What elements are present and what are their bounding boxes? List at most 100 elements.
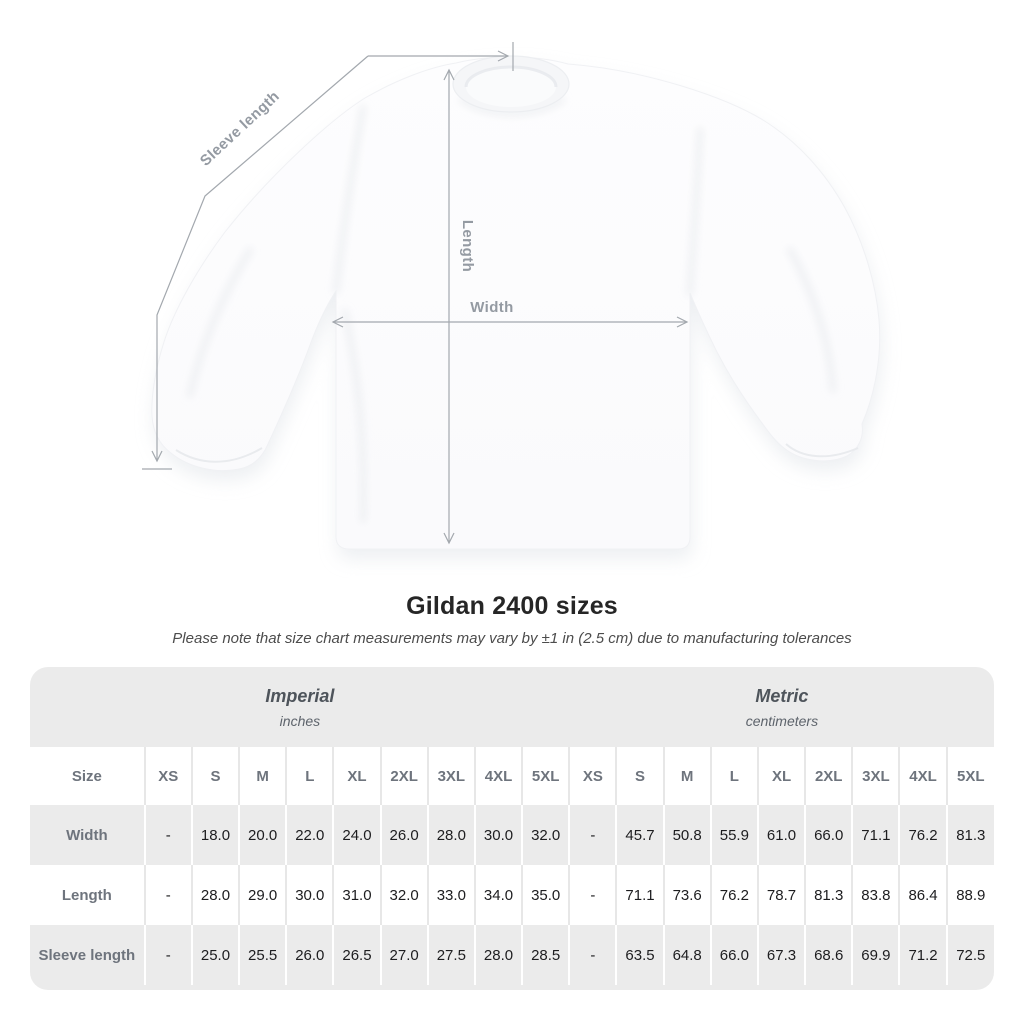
- data-cell: 20.0: [238, 805, 287, 865]
- data-cell: 24.0: [332, 805, 381, 865]
- data-cell: 26.0: [285, 925, 334, 985]
- metric-label: Metric: [755, 685, 809, 706]
- size-table: Size XS S M L XL 2XL 3XL 4XL 5XL XS S M …: [30, 747, 994, 985]
- header-cell: 2XL: [379, 747, 428, 805]
- header-cell: 3XL: [426, 747, 475, 805]
- data-cell: 26.5: [332, 925, 381, 985]
- cuff-seams: [175, 443, 859, 463]
- data-cell: 30.0: [473, 805, 523, 865]
- size-chart-container: Imperial inches Metric centimeters Size …: [30, 667, 994, 990]
- data-cell: 69.9: [851, 925, 900, 985]
- data-cell: 28.0: [426, 805, 475, 865]
- page-title: Gildan 2400 sizes: [406, 592, 618, 620]
- data-cell: 83.8: [851, 865, 900, 925]
- table-header-row: Size XS S M L XL 2XL 3XL 4XL 5XL XS S M …: [30, 747, 994, 805]
- table-row-length: Length - 28.0 29.0 30.0 31.0 32.0 33.0 3…: [30, 865, 994, 925]
- data-cell: 86.4: [898, 865, 947, 925]
- data-cell: 27.5: [426, 925, 475, 985]
- data-cell: 33.0: [426, 865, 475, 925]
- data-cell: 34.0: [473, 865, 523, 925]
- header-cell: 2XL: [804, 747, 853, 805]
- unit-header: Imperial inches Metric centimeters: [30, 667, 994, 747]
- header-cell: XS: [568, 747, 617, 805]
- header-cell: L: [709, 747, 758, 805]
- data-cell: 31.0: [332, 865, 381, 925]
- header-cell: S: [615, 747, 664, 805]
- length-annotation: Length: [443, 68, 476, 545]
- data-cell: -: [568, 805, 617, 865]
- data-cell: 25.5: [238, 925, 287, 985]
- data-cell: 76.2: [709, 865, 758, 925]
- width-label: Width: [470, 299, 514, 316]
- header-cell: 4XL: [898, 747, 947, 805]
- data-cell: 32.0: [379, 865, 428, 925]
- data-cell: 61.0: [756, 805, 806, 865]
- data-cell: -: [143, 805, 192, 865]
- data-cell: 88.9: [945, 865, 994, 925]
- tolerance-note: Please note that size chart measurements…: [172, 630, 852, 647]
- size-header-cell: Size: [71, 767, 102, 785]
- shirt-measurement-diagram: Sleeve length Length Width: [142, 42, 882, 559]
- data-cell: 67.3: [756, 925, 806, 985]
- header-cell: S: [190, 747, 240, 805]
- header-cell: M: [662, 747, 711, 805]
- imperial-unit-label: inches: [279, 712, 321, 729]
- imperial-label: Imperial: [265, 685, 335, 706]
- header-cell: M: [238, 747, 287, 805]
- data-cell: -: [568, 865, 617, 925]
- header-cell: XL: [756, 747, 806, 805]
- data-cell: 71.2: [898, 925, 947, 985]
- data-cell: 30.0: [285, 865, 334, 925]
- data-cell: 50.8: [662, 805, 711, 865]
- data-cell: 66.0: [709, 925, 758, 985]
- shirt-body: [151, 56, 881, 550]
- data-cell: 35.0: [521, 865, 570, 925]
- data-cell: 45.7: [615, 805, 664, 865]
- chart-heading: Gildan 2400 sizes Please note that size …: [0, 592, 1024, 647]
- shirt-illustration: Sleeve length Length Width: [142, 42, 882, 559]
- data-cell: 72.5: [945, 925, 994, 985]
- data-cell: 28.5: [521, 925, 570, 985]
- data-cell: 76.2: [898, 805, 947, 865]
- unit-group-imperial: Imperial inches: [30, 686, 570, 729]
- shirt-fold-shading: [187, 97, 836, 523]
- data-cell: 78.7: [756, 865, 806, 925]
- data-cell: 55.9: [709, 805, 758, 865]
- data-cell: 71.1: [851, 805, 900, 865]
- data-cell: 73.6: [662, 865, 711, 925]
- unit-group-metric: Metric centimeters: [570, 686, 994, 729]
- data-cell: 71.1: [615, 865, 664, 925]
- data-cell: 64.8: [662, 925, 711, 985]
- data-cell: 29.0: [238, 865, 287, 925]
- row-label-cell: Sleeve length: [38, 946, 136, 964]
- header-cell: XS: [143, 747, 192, 805]
- data-cell: 28.0: [190, 865, 240, 925]
- data-cell: 28.0: [473, 925, 523, 985]
- data-cell: 25.0: [190, 925, 240, 985]
- data-cell: 27.0: [379, 925, 428, 985]
- data-cell: 26.0: [379, 805, 428, 865]
- data-cell: 68.6: [804, 925, 853, 985]
- data-cell: -: [143, 925, 192, 985]
- header-cell: 5XL: [945, 747, 994, 805]
- data-cell: 18.0: [190, 805, 240, 865]
- header-cell: 4XL: [473, 747, 523, 805]
- header-cell: L: [285, 747, 334, 805]
- data-cell: 63.5: [615, 925, 664, 985]
- header-cell: 5XL: [521, 747, 570, 805]
- width-annotation: Width: [331, 299, 689, 328]
- header-cell: 3XL: [851, 747, 900, 805]
- data-cell: 32.0: [521, 805, 570, 865]
- data-cell: -: [568, 925, 617, 985]
- metric-unit-label: centimeters: [745, 712, 819, 729]
- data-cell: 66.0: [804, 805, 853, 865]
- collar: [452, 55, 570, 113]
- header-cell: XL: [332, 747, 381, 805]
- data-cell: 81.3: [804, 865, 853, 925]
- sleeve-length-label: Sleeve length: [197, 88, 283, 170]
- row-label-cell: Width: [66, 826, 108, 844]
- table-row-sleeve-length: Sleeve length - 25.0 25.5 26.0 26.5 27.0…: [30, 925, 994, 985]
- data-cell: 81.3: [945, 805, 994, 865]
- length-label: Length: [459, 220, 476, 272]
- data-cell: -: [143, 865, 192, 925]
